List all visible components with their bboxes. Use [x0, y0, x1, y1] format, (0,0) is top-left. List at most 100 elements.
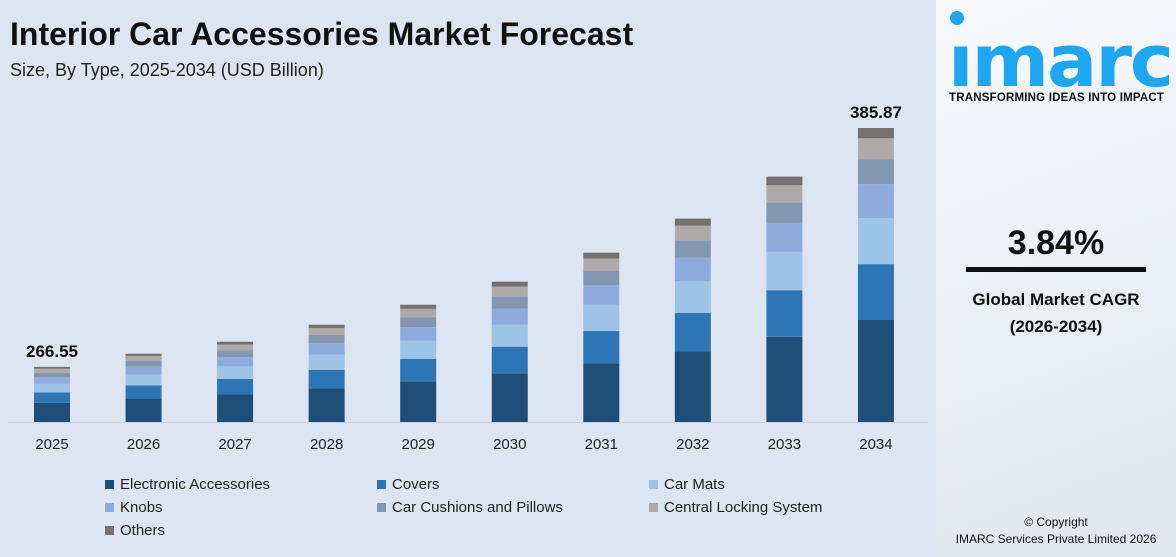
legend-label: Central Locking System [664, 499, 823, 516]
cagr-label-line1: Global Market CAGR [972, 290, 1140, 309]
bar-segment-car-mats-2025 [34, 383, 70, 393]
legend-item: Car Cushions and Pillows [377, 499, 563, 516]
copyright: © Copyright IMARC Services Private Limit… [936, 514, 1176, 548]
bar-segment-car-cushions-and-pillows-2032 [674, 240, 711, 258]
copyright-line2: IMARC Services Private Limited 2026 [955, 532, 1157, 546]
bar-segment-covers-2032 [674, 312, 711, 352]
x-tick-label: 2029 [402, 436, 435, 453]
legend-label: Car Mats [664, 476, 725, 493]
bar-segment-others-2029 [400, 304, 437, 309]
bar-segment-others-2032 [674, 218, 711, 226]
bar-segment-car-mats-2034 [857, 218, 894, 265]
bar-segment-covers-2028 [308, 369, 345, 389]
legend-item: Covers [377, 476, 440, 493]
bar-segment-others-2034 [857, 128, 894, 139]
cagr-divider [966, 267, 1146, 272]
legend-item: Central Locking System [649, 499, 822, 516]
svg-text:ımarc: ımarc [948, 19, 1172, 93]
bar-segment-car-mats-2032 [674, 281, 711, 313]
bar-segment-covers-2027 [217, 378, 254, 395]
x-tick-label: 2028 [310, 436, 343, 453]
legend-label: Electronic Accessories [120, 476, 271, 493]
bar-segment-car-cushions-and-pillows-2027 [217, 350, 254, 358]
bar-segment-others-2033 [766, 176, 803, 186]
cagr-label-period: (2026-2034) [1009, 317, 1103, 336]
bar-segment-covers-2029 [400, 359, 437, 382]
x-tick-label: 2027 [218, 436, 251, 453]
bar-segment-electronic-accessories-2027 [217, 394, 254, 422]
bar-segment-central-locking-system-2034 [857, 138, 894, 160]
bar-segment-electronic-accessories-2026 [125, 398, 162, 422]
bar-segment-others-2030 [491, 281, 528, 287]
legend-swatch [105, 503, 114, 512]
bar-segment-central-locking-system-2026 [125, 356, 162, 361]
bar-segment-knobs-2028 [308, 343, 345, 355]
chart-subtitle: Size, By Type, 2025-2034 (USD Billion) [10, 60, 324, 80]
x-tick-label: 2033 [768, 436, 801, 453]
bar-segment-covers-2033 [766, 290, 803, 337]
bar-segment-car-cushions-and-pillows-2030 [491, 296, 528, 309]
bar-segment-others-2027 [217, 341, 254, 345]
legend-item: Car Mats [649, 476, 725, 493]
chart-panel: Interior Car Accessories Market Forecast… [8, 16, 928, 539]
bar-segment-electronic-accessories-2031 [583, 363, 620, 422]
legend-label: Covers [392, 476, 440, 493]
bar-segment-car-mats-2031 [583, 304, 620, 332]
x-tick-label: 2025 [35, 436, 68, 453]
bar-segment-electronic-accessories-2033 [766, 336, 803, 422]
bar-segment-knobs-2030 [491, 308, 528, 325]
bar-segment-car-cushions-and-pillows-2028 [308, 335, 345, 344]
imarc-logo: ımarc [948, 11, 1174, 93]
bar-segment-electronic-accessories-2025 [34, 402, 70, 422]
copyright-line1: © Copyright [1024, 515, 1088, 529]
cagr-value: 3.84% [1007, 224, 1105, 262]
bar-segment-central-locking-system-2025 [34, 368, 70, 373]
legend-swatch [649, 480, 658, 489]
bar-segment-knobs-2031 [583, 284, 620, 305]
bar-segment-covers-2030 [491, 346, 528, 374]
bar-segment-electronic-accessories-2034 [857, 319, 894, 422]
bar-segment-others-2031 [583, 252, 620, 259]
bar-segment-car-cushions-and-pillows-2031 [583, 270, 620, 285]
chart-title: Interior Car Accessories Market Forecast [10, 16, 634, 52]
logo-tagline: TRANSFORMING IDEAS INTO IMPACT [949, 92, 1165, 104]
x-tick-label: 2032 [676, 436, 709, 453]
bar-segment-covers-2034 [857, 264, 894, 320]
bar-segment-covers-2031 [583, 331, 620, 364]
x-tick-label: 2031 [585, 436, 618, 453]
bar-segment-central-locking-system-2033 [766, 185, 803, 203]
bar-segment-electronic-accessories-2032 [674, 351, 711, 422]
bar-segment-electronic-accessories-2029 [400, 381, 437, 422]
bar-segment-others-2026 [125, 353, 162, 357]
legend-item: Electronic Accessories [105, 476, 270, 493]
legend-swatch [377, 503, 386, 512]
legend-item: Others [105, 522, 165, 539]
bar-segment-knobs-2033 [766, 223, 803, 252]
bar-segment-others-2028 [308, 324, 345, 329]
total-label: 266.55 [26, 342, 78, 361]
bar-segment-central-locking-system-2032 [674, 225, 711, 241]
bar-segment-others-2025 [34, 366, 70, 369]
legend-swatch [105, 526, 114, 535]
bar-segment-knobs-2034 [857, 184, 894, 219]
x-tick-label: 2034 [859, 436, 892, 453]
bar-segment-car-mats-2029 [400, 340, 437, 360]
legend-swatch [649, 503, 658, 512]
bar-segment-central-locking-system-2028 [308, 328, 345, 336]
stacked-bar-chart: 2025 266.55 2026 2027 2028 2029 2030 2031 2032 20… [8, 103, 928, 453]
bar-segment-car-cushions-and-pillows-2034 [857, 159, 894, 185]
bar-segment-car-cushions-and-pillows-2025 [34, 372, 70, 378]
bar-segment-car-cushions-and-pillows-2033 [766, 202, 803, 224]
legend-swatch [377, 480, 386, 489]
bar-segment-car-cushions-and-pillows-2029 [400, 317, 437, 328]
bar-segment-electronic-accessories-2030 [491, 373, 528, 422]
bar-segment-central-locking-system-2031 [583, 258, 620, 271]
bar-segment-car-mats-2027 [217, 366, 254, 379]
bar-segment-central-locking-system-2030 [491, 286, 528, 297]
bar-segment-knobs-2027 [217, 357, 254, 367]
bar-segment-car-mats-2028 [308, 354, 345, 370]
total-label: 385.87 [850, 103, 902, 122]
cagr-label: Global Market CAGR (2026-2034) [936, 286, 1176, 340]
bar-segment-knobs-2032 [674, 257, 711, 282]
legend-item: Knobs [105, 499, 163, 516]
